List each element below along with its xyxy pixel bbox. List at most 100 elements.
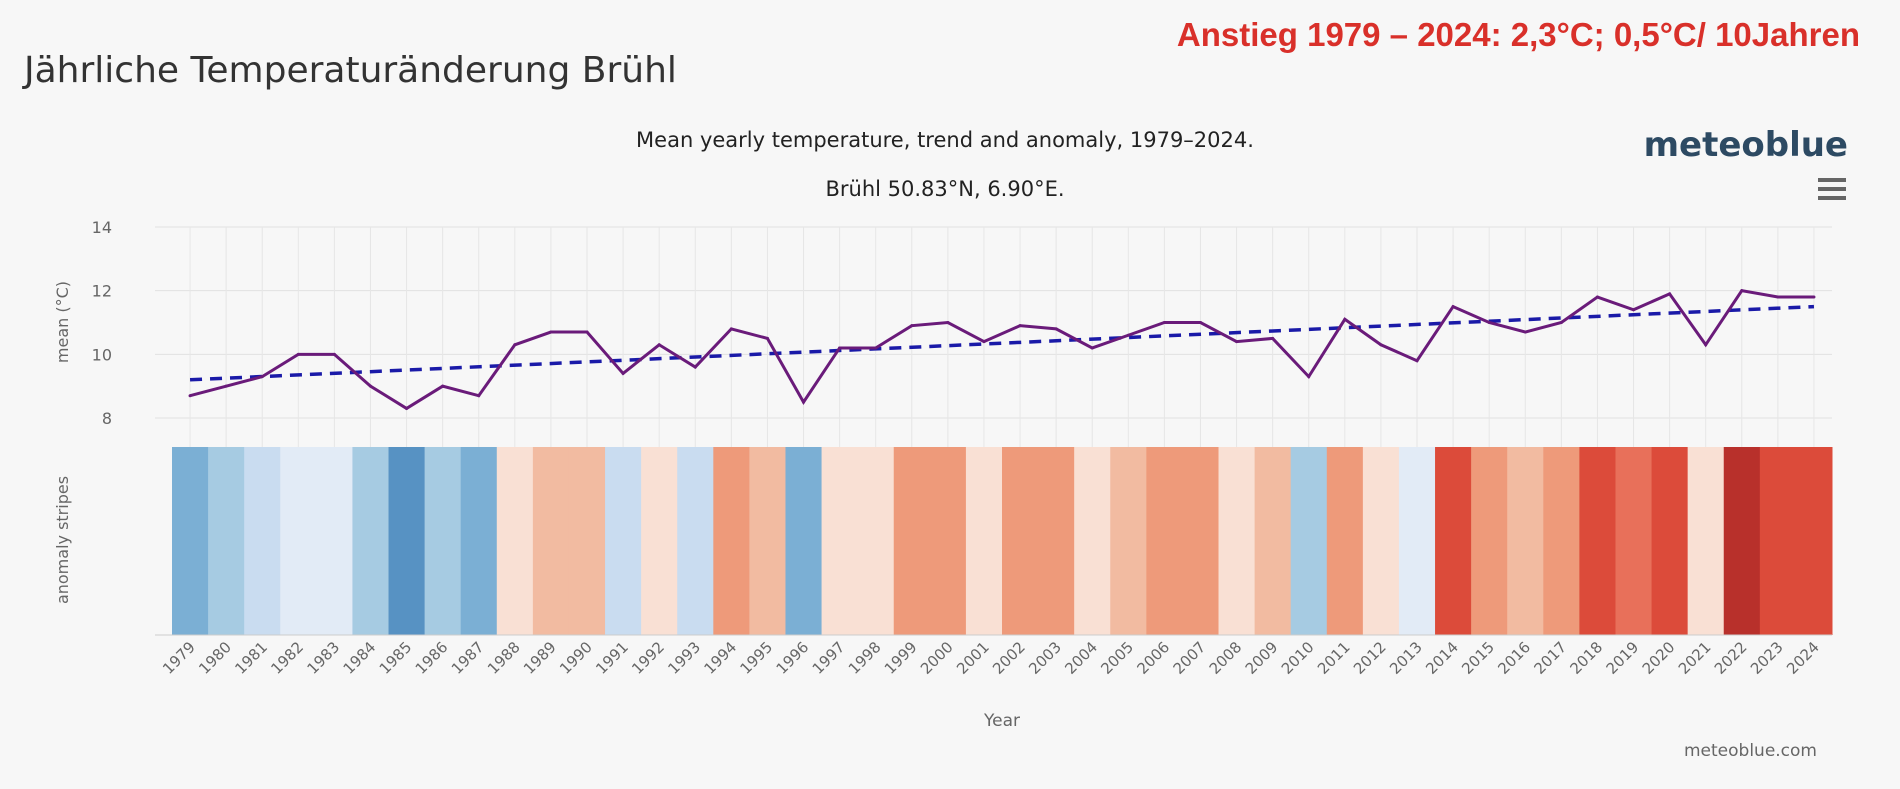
credit-link[interactable]: meteoblue.com (1684, 741, 1817, 761)
x-tick-label: 2000 (917, 638, 957, 678)
y-axis-label: mean (°C) (53, 281, 72, 363)
anomaly-stripe-2016 (1507, 447, 1544, 635)
x-tick-label: 2013 (1386, 638, 1426, 678)
data-point-2021 (1704, 343, 1708, 347)
x-tick-label: 1997 (809, 638, 849, 678)
data-point-1987 (477, 394, 481, 398)
anomaly-stripe-2020 (1651, 447, 1689, 635)
data-point-2013 (1415, 359, 1419, 363)
x-tick-label: 2012 (1350, 638, 1390, 678)
anomaly-stripe-1999 (893, 447, 931, 635)
anomaly-stripe-1991 (605, 447, 642, 635)
x-tick-label: 1999 (881, 638, 921, 678)
anomaly-stripe-1982 (280, 447, 317, 635)
anomaly-stripe-2002 (1002, 447, 1039, 635)
x-tick-label: 1996 (773, 638, 813, 678)
anomaly-stripe-2008 (1218, 447, 1256, 635)
chart-title: Mean yearly temperature, trend and anoma… (636, 128, 1254, 152)
x-tick-label: 1980 (195, 638, 235, 678)
mean-temperature-line (189, 289, 1814, 411)
data-point-1992 (657, 343, 661, 347)
anomaly-stripe-1990 (568, 447, 606, 635)
data-point-2016 (1523, 330, 1527, 334)
anomaly-stripe-1998 (857, 447, 895, 635)
data-point-2018 (1595, 295, 1599, 299)
data-point-1998 (874, 346, 878, 350)
anomaly-stripe-2004 (1074, 447, 1111, 635)
grid (155, 226, 1832, 447)
x-axis-label: Year (983, 711, 1020, 731)
meteoblue-logo[interactable]: meteoblue (1644, 125, 1848, 165)
mean-temperature-series (188, 289, 1816, 411)
anomaly-stripe-1993 (677, 447, 714, 635)
anomaly-stripe-1986 (424, 447, 462, 635)
anomaly-stripe-2001 (965, 447, 1003, 635)
x-tick-label: 1991 (592, 638, 632, 678)
data-point-2010 (1307, 375, 1311, 379)
data-point-2009 (1271, 336, 1275, 340)
x-tick-label: 2001 (953, 638, 993, 678)
y-tick-label: 14 (92, 218, 112, 237)
x-tick-label: 1986 (412, 638, 452, 678)
x-tick-label: 1995 (737, 638, 777, 678)
x-tick-label: 2017 (1530, 638, 1570, 678)
trend-line (189, 304, 1815, 382)
data-point-1994 (729, 327, 733, 331)
hamburger-menu-icon[interactable] (1818, 178, 1846, 200)
data-point-1980 (224, 384, 228, 388)
x-tick-label: 2009 (1242, 638, 1282, 678)
x-tick-label: 2015 (1458, 638, 1498, 678)
anomaly-stripe-2023 (1759, 447, 1797, 635)
y-tick-label: 8 (102, 409, 112, 428)
x-tick-label: 1984 (340, 638, 380, 678)
x-tick-label: 1998 (845, 638, 885, 678)
data-point-2015 (1487, 321, 1491, 324)
data-point-1997 (838, 346, 842, 350)
x-tick-label: 2019 (1603, 638, 1643, 678)
x-tick-label: 2024 (1783, 638, 1823, 678)
data-point-1986 (441, 384, 445, 388)
x-tick-label: 1985 (376, 638, 416, 678)
anomaly-stripe-2010 (1290, 447, 1328, 635)
x-tick-label: 2004 (1061, 638, 1101, 678)
data-point-2024 (1812, 295, 1816, 299)
x-tick-label: 2007 (1170, 638, 1210, 678)
data-point-2019 (1632, 308, 1636, 312)
data-point-2005 (1126, 333, 1130, 337)
y-tick-label: 12 (92, 282, 112, 301)
data-point-2022 (1740, 289, 1744, 293)
x-tick-label: 2006 (1133, 638, 1173, 678)
stripes-axis-label: anomaly stripes (53, 476, 72, 604)
data-point-2020 (1668, 292, 1672, 296)
anomaly-stripe-2005 (1110, 447, 1147, 635)
x-tick-label: 1993 (664, 638, 704, 678)
data-point-1991 (621, 371, 625, 375)
x-tick-label: 1983 (303, 638, 343, 678)
x-tick-label: 2016 (1494, 638, 1534, 678)
data-point-2023 (1776, 295, 1780, 299)
data-point-1985 (405, 406, 409, 410)
anomaly-stripe-2024 (1795, 447, 1833, 635)
x-tick-label: 2014 (1422, 638, 1462, 678)
x-tick-label: 1992 (628, 638, 668, 678)
x-tick-label: 2011 (1314, 638, 1354, 678)
anomaly-stripe-2018 (1579, 447, 1616, 635)
anomaly-stripe-2006 (1146, 447, 1183, 635)
data-point-2008 (1235, 340, 1239, 344)
x-tick-label: 2020 (1639, 638, 1679, 678)
anomaly-stripe-2015 (1471, 447, 1508, 635)
anomaly-stripe-1983 (316, 447, 353, 635)
data-point-1983 (332, 352, 336, 356)
anomaly-stripe-2000 (929, 447, 967, 635)
anomaly-stripe-2013 (1398, 447, 1436, 635)
x-tick-label: 1981 (231, 638, 271, 678)
x-tick-label: 2003 (1025, 638, 1065, 678)
anomaly-stripe-1996 (785, 447, 823, 635)
data-point-1995 (765, 336, 769, 340)
data-point-2004 (1090, 346, 1094, 350)
data-point-1979 (188, 394, 192, 398)
x-tick-label: 2022 (1711, 638, 1751, 678)
anomaly-stripe-1987 (460, 447, 498, 635)
trend-line-path (189, 304, 1815, 382)
anomaly-stripe-1985 (388, 447, 426, 635)
